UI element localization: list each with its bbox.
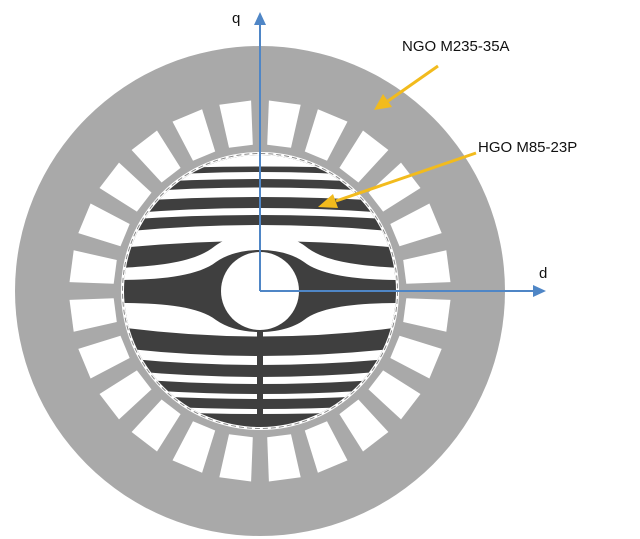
stator-slot <box>403 298 451 332</box>
stator-slot <box>390 203 442 247</box>
stator-slot <box>304 421 348 473</box>
flux-barrier <box>124 370 396 384</box>
q-axis-arrowhead <box>254 12 266 25</box>
stator-material-label: NGO M235-35A <box>402 38 510 55</box>
stator-slot <box>131 130 181 183</box>
stator-slots <box>69 100 451 482</box>
stator-slot <box>267 100 301 148</box>
d-axis-label: d <box>539 265 547 282</box>
stator-callout-arrowhead <box>374 94 392 110</box>
stator-slot <box>99 370 152 420</box>
stator-slot <box>78 335 130 379</box>
flux-barrier <box>124 388 396 399</box>
stator-slot <box>131 399 181 452</box>
stator-slot <box>78 203 130 247</box>
stator-slot <box>368 162 421 212</box>
rotor-callout-arrow-line <box>335 151 477 203</box>
rotor-material-label: HGO M85-23P <box>478 139 577 156</box>
callouts: NGO M235-35A HGO M85-23P <box>318 38 577 208</box>
stator-slot <box>339 130 389 183</box>
stator-callout-arrow-line <box>387 64 439 103</box>
stator-slot <box>219 434 253 482</box>
stator-slot <box>304 109 348 161</box>
center-rib <box>257 318 263 426</box>
stator-slot <box>267 434 301 482</box>
stator-slot <box>368 370 421 420</box>
stator-slot <box>69 298 117 332</box>
stator-slot <box>172 421 216 473</box>
inner-flux-barrier <box>124 303 396 337</box>
stator-slot <box>339 399 389 452</box>
rotor-callout-arrowhead <box>318 194 338 208</box>
inner-flux-barrier <box>124 234 396 280</box>
d-axis-arrowhead <box>533 285 546 297</box>
stator-slot <box>403 250 451 284</box>
q-axis-label: q <box>232 10 240 27</box>
stator-slot <box>99 162 152 212</box>
stator-slot <box>69 250 117 284</box>
stator-slot <box>172 109 216 161</box>
stator-slot <box>219 100 253 148</box>
stator-slot <box>390 335 442 379</box>
axes: q d <box>232 10 547 297</box>
